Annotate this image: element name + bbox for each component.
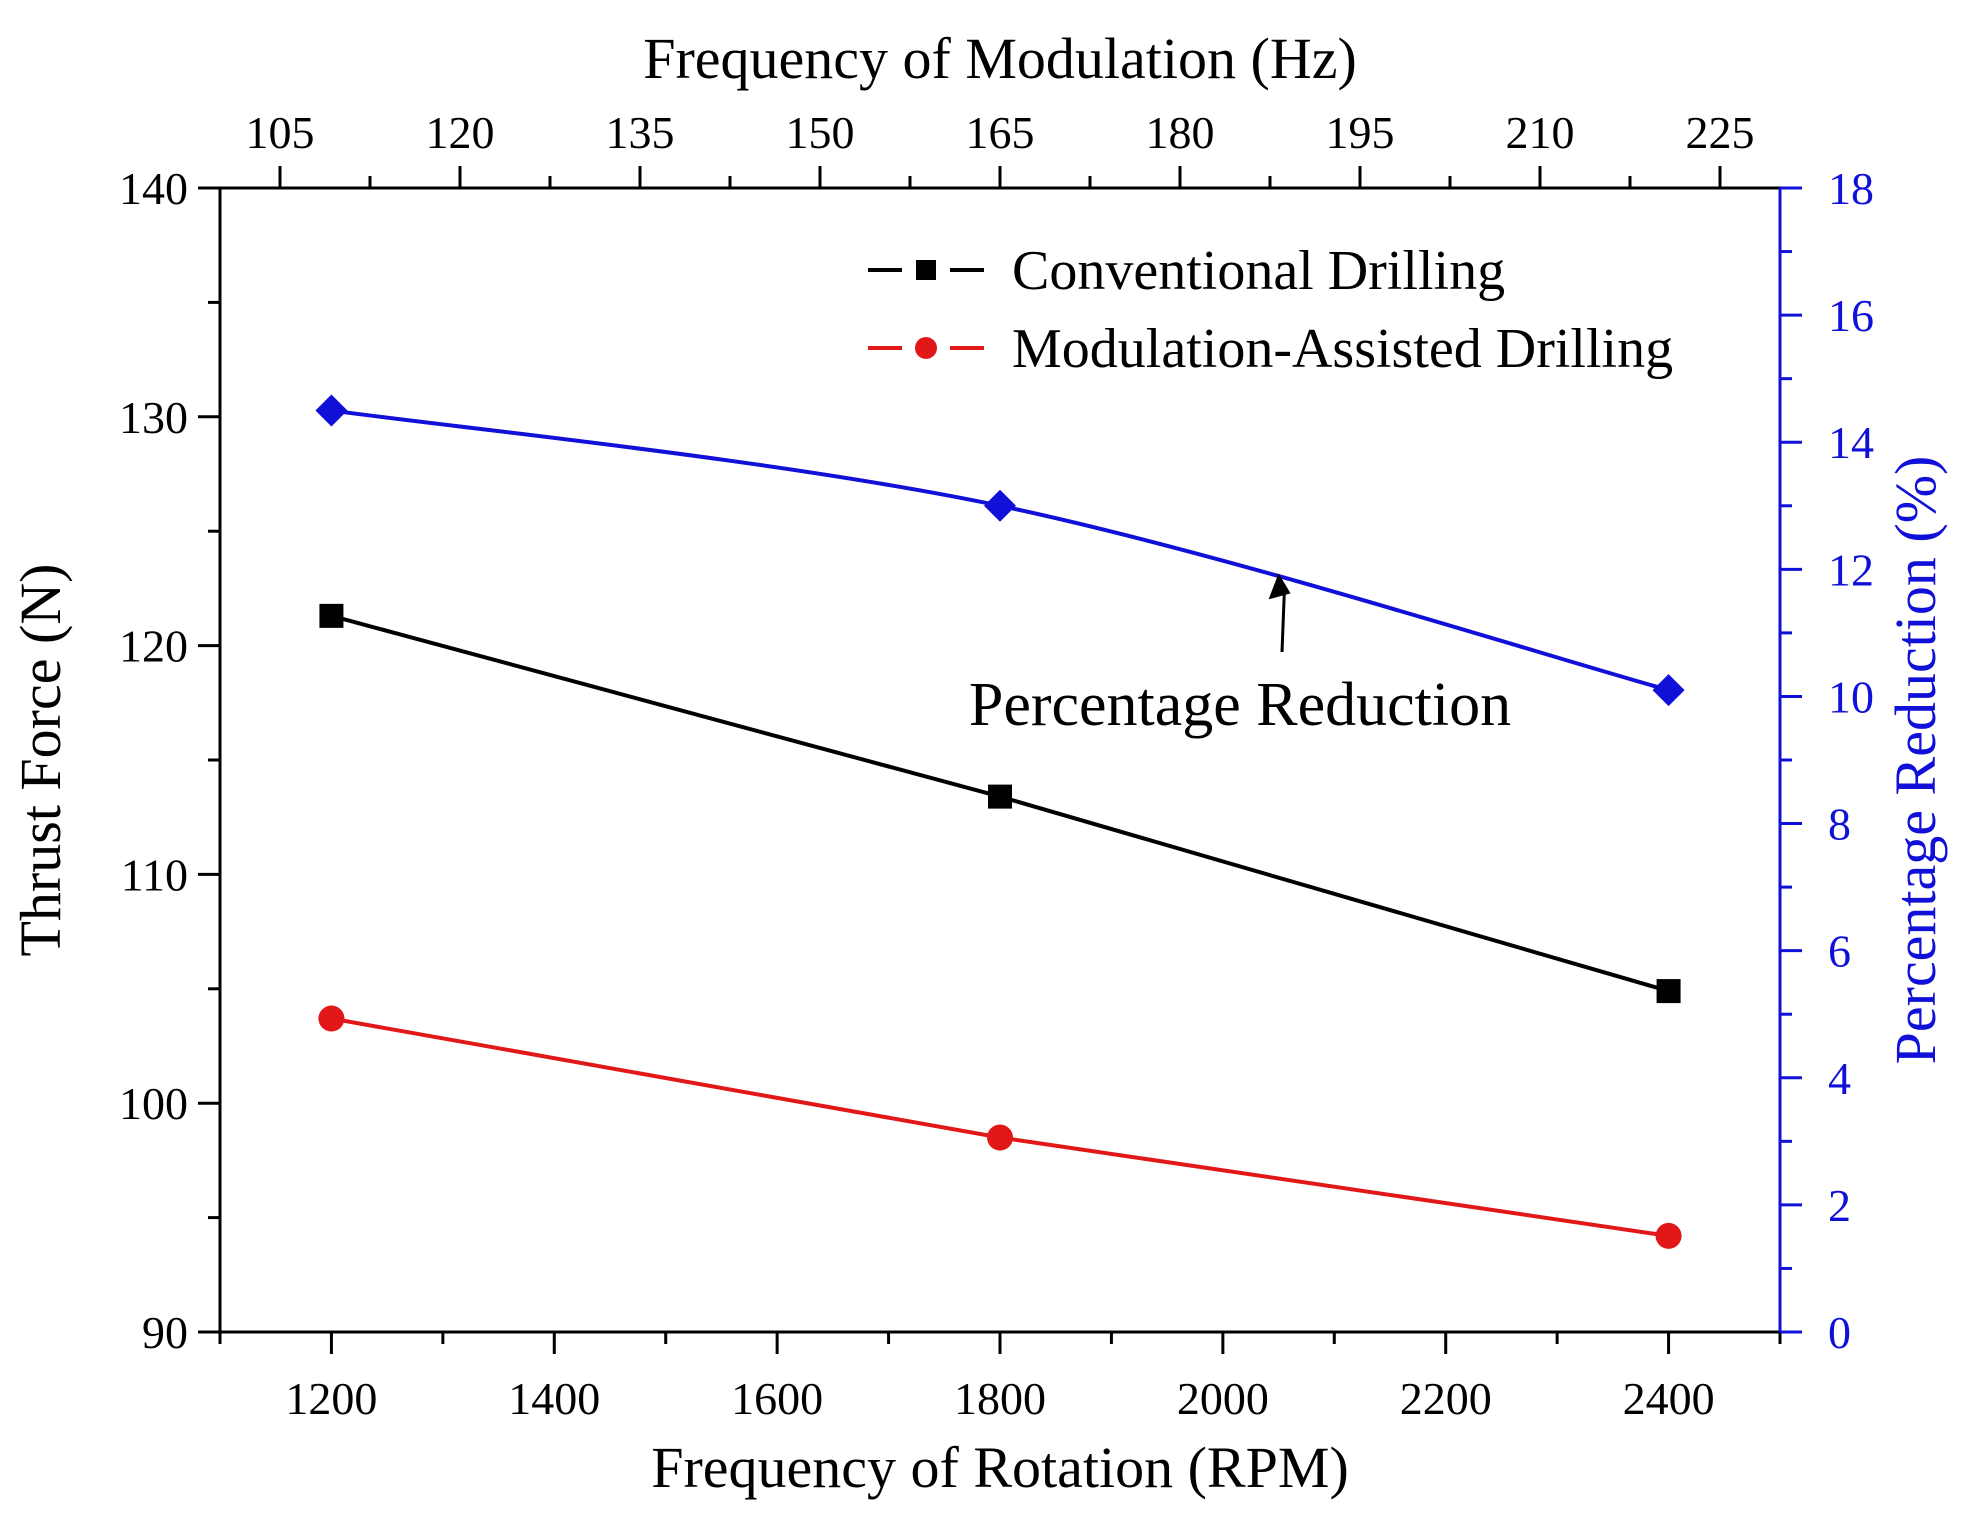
x2-tick-label: 120 (426, 107, 495, 158)
x2-axis-title: Frequency of Modulation (Hz) (643, 26, 1357, 91)
data-point-modulation-assisted-drilling (318, 1005, 345, 1032)
data-point-modulation-assisted-drilling (1655, 1222, 1682, 1249)
data-point-conventional-drilling (1656, 979, 1681, 1004)
y2-tick-label: 16 (1828, 290, 1874, 341)
x-tick-label: 2200 (1400, 1373, 1492, 1424)
y2-tick-label: 8 (1828, 799, 1851, 850)
annotation-arrow-line (1280, 585, 1287, 653)
y2-tick-label: 2 (1828, 1180, 1851, 1231)
y-axis-title: Thrust Force (N) (8, 563, 73, 956)
x2-tick-label: 225 (1686, 107, 1755, 158)
y2-tick-label: 4 (1828, 1053, 1851, 1104)
y-tick-label: 130 (119, 392, 188, 443)
legend-label-modulation-assisted-drilling: Modulation-Assisted Drilling (1012, 318, 1673, 380)
x2-tick-label: 210 (1506, 107, 1575, 158)
x-tick-label: 1800 (954, 1373, 1046, 1424)
y-tick-label: 120 (119, 621, 188, 672)
x2-tick-label: 180 (1146, 107, 1215, 158)
x-tick-label: 1400 (508, 1373, 600, 1424)
data-point-percentage-reduction (315, 394, 348, 427)
y2-tick-label: 12 (1828, 544, 1874, 595)
x-tick-label: 2000 (1177, 1373, 1269, 1424)
y2-tick-label: 0 (1828, 1307, 1851, 1358)
annotation-layer: Percentage Reduction (969, 573, 1511, 739)
annotation-arrow-head (1268, 573, 1291, 600)
x2-tick-label: 150 (786, 107, 855, 158)
x-tick-label: 2400 (1623, 1373, 1715, 1424)
y-tick-label: 100 (119, 1078, 188, 1129)
data-point-conventional-drilling (988, 784, 1012, 809)
x-tick-label: 1200 (285, 1373, 377, 1424)
x2-tick-label: 135 (606, 107, 675, 158)
series-layer (315, 394, 1685, 1249)
x2-tick-label: 195 (1326, 107, 1395, 158)
x2-tick-label: 165 (966, 107, 1035, 158)
y-tick-label: 110 (121, 849, 188, 900)
x-tick-label: 1600 (731, 1373, 823, 1424)
legend-marker-modulation-assisted-drilling (915, 337, 937, 359)
data-point-conventional-drilling (319, 603, 344, 628)
y2-axis-title: Percentage Reduction (%) (1883, 456, 1948, 1065)
y2-tick-label: 18 (1828, 163, 1874, 214)
legend-label-conventional-drilling: Conventional Drilling (1012, 240, 1505, 302)
annotation-label: Percentage Reduction (969, 671, 1511, 739)
y-tick-label: 90 (142, 1307, 188, 1358)
y2-tick-label: 10 (1828, 671, 1874, 722)
data-point-modulation-assisted-drilling (987, 1124, 1013, 1151)
legend-marker-conventional-drilling (916, 260, 936, 280)
series-line-percentage-reduction (331, 408, 1670, 693)
legend: Conventional Drilling Modulation-Assisted… (868, 240, 1673, 380)
x2-tick-label: 105 (246, 107, 315, 158)
x-axis-title: Frequency of Rotation (RPM) (651, 1435, 1349, 1500)
y2-tick-label: 6 (1828, 926, 1851, 977)
data-point-percentage-reduction (1652, 674, 1685, 707)
y-tick-label: 140 (119, 163, 188, 214)
y2-tick-label: 14 (1828, 417, 1874, 468)
data-point-percentage-reduction (984, 489, 1016, 522)
